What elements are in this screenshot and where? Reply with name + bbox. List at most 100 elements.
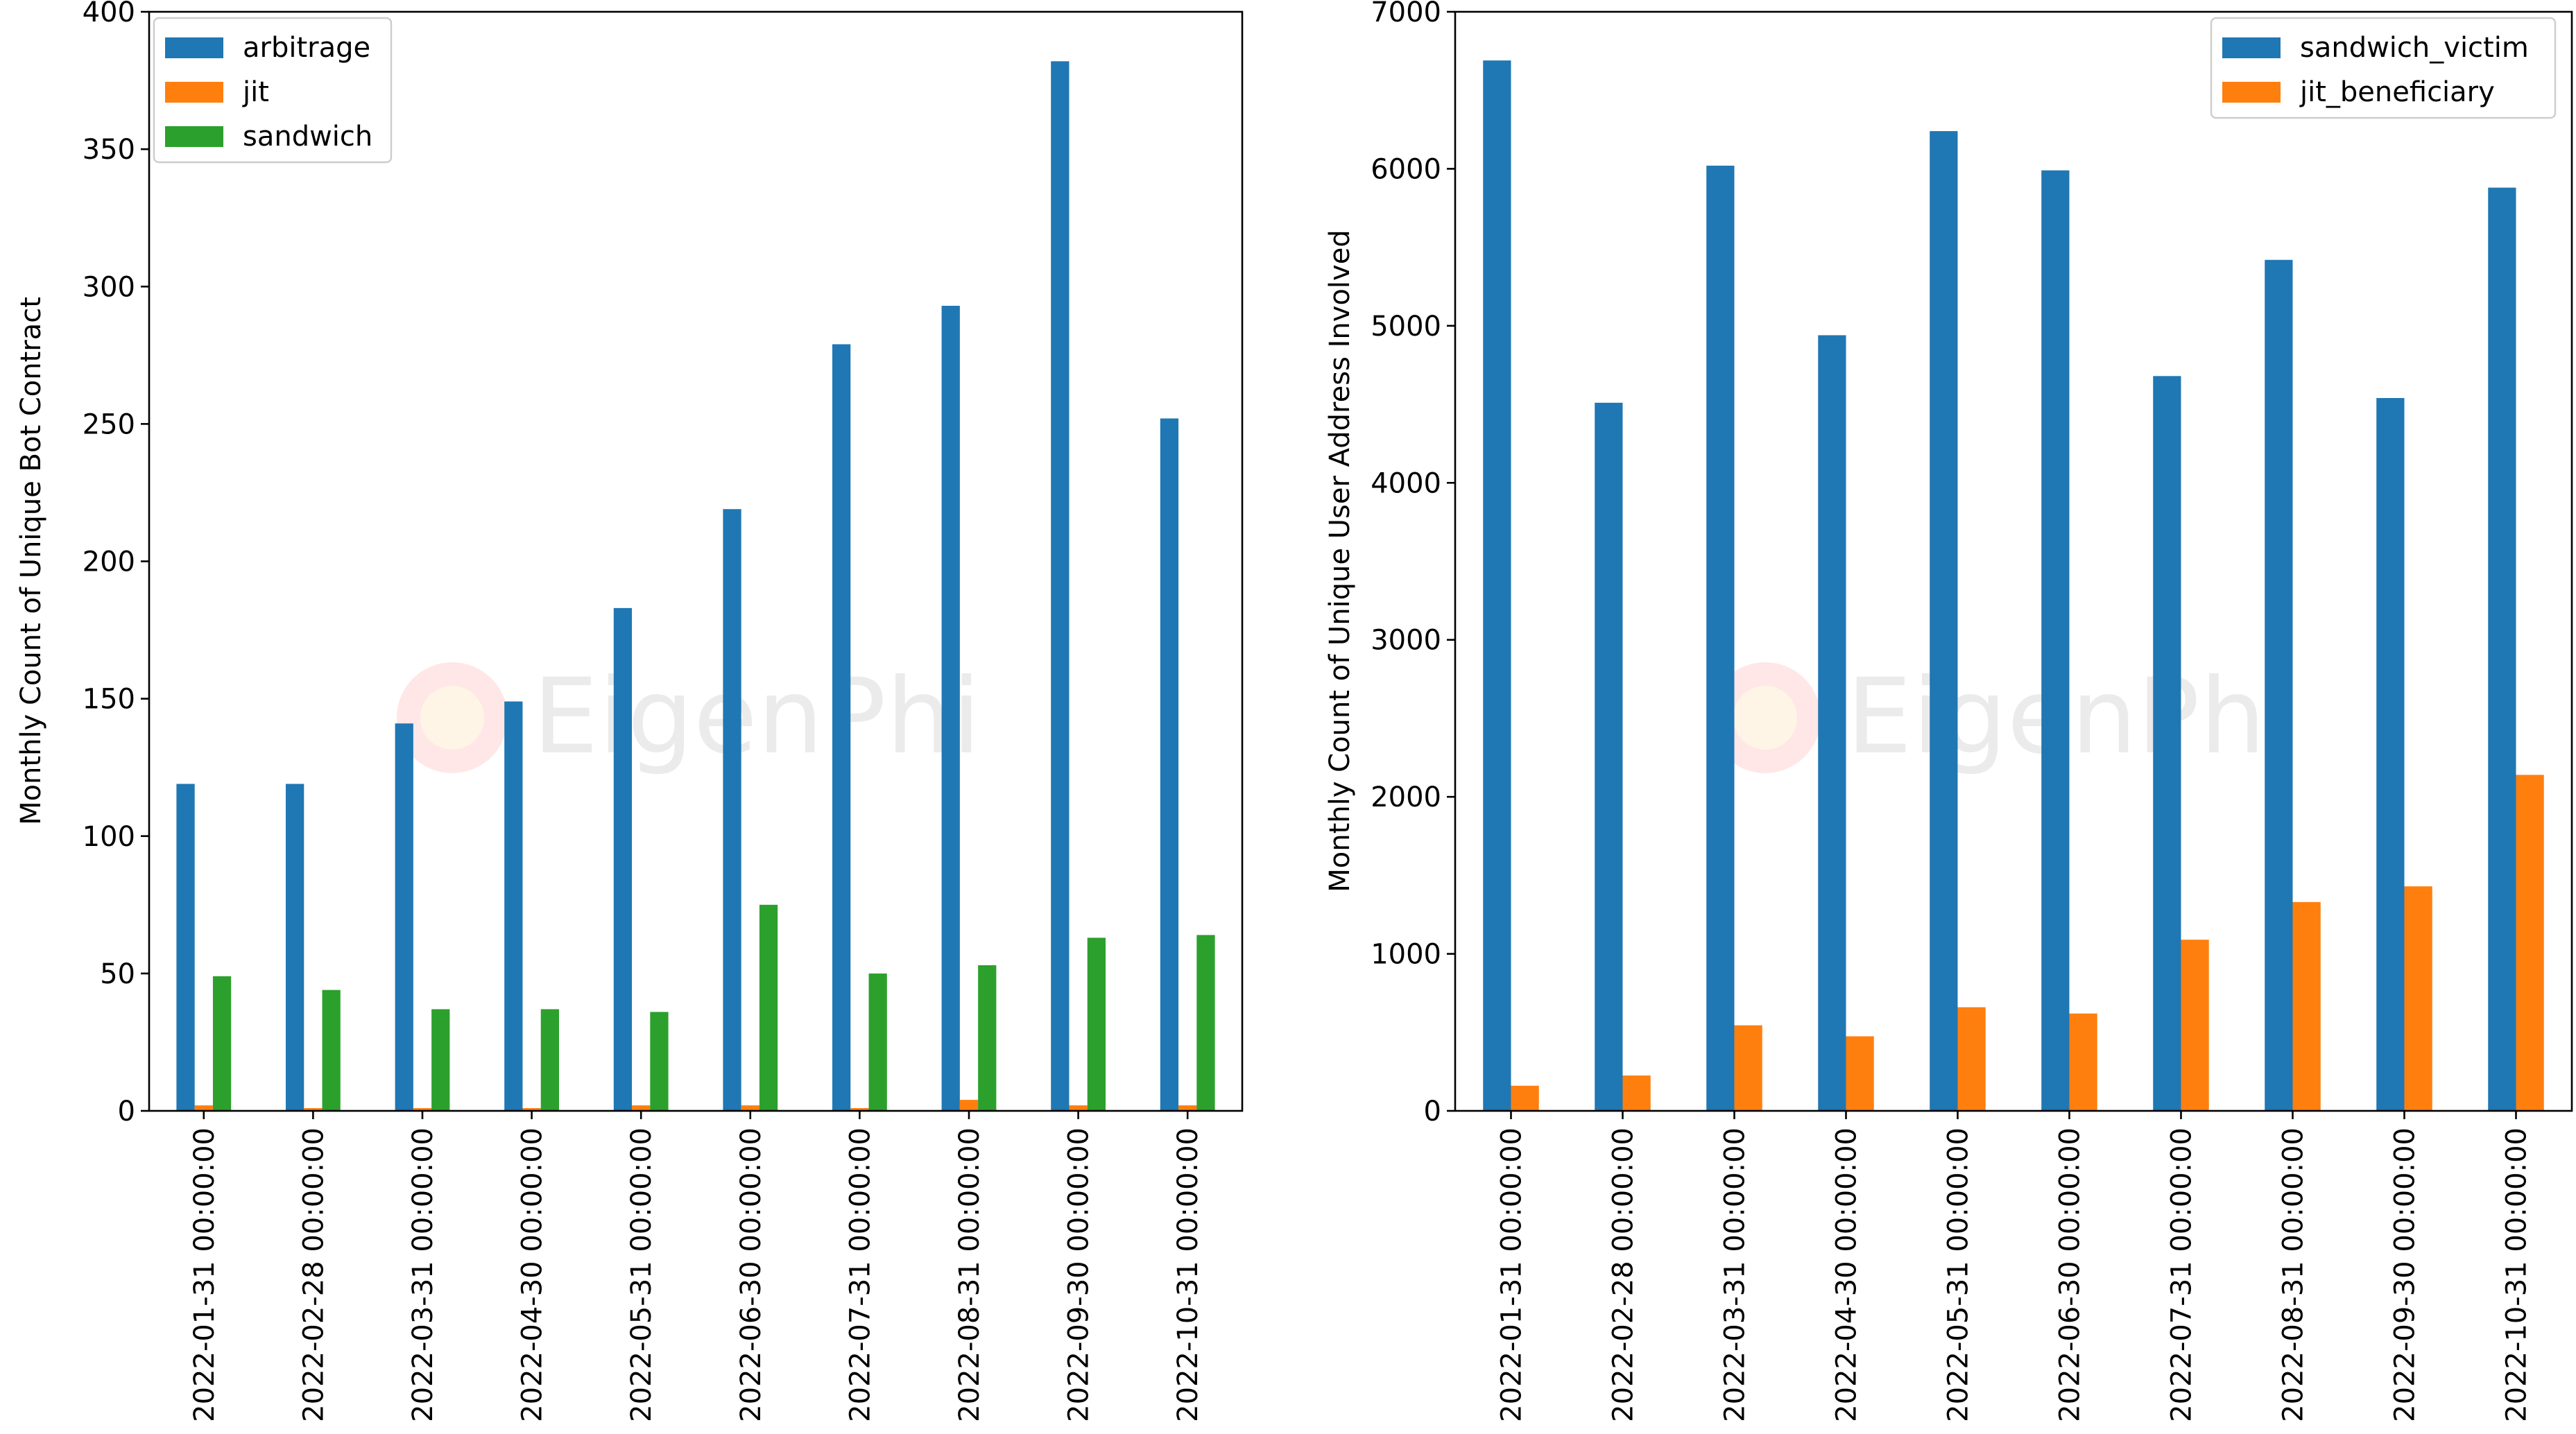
y-tick-label: 50 bbox=[100, 958, 135, 990]
bar-sandwich-6 bbox=[868, 973, 887, 1112]
x-tick-label: 2022-01-31 00:00:00 bbox=[1496, 1128, 1528, 1422]
legend-label-arbitrage: arbitrage bbox=[243, 32, 370, 64]
x-tick-label: 2022-08-31 00:00:00 bbox=[954, 1128, 986, 1422]
bar-arbitrage-0 bbox=[176, 784, 195, 1111]
eigenphi-watermark: EigenPhi bbox=[397, 657, 981, 777]
x-tick-label: 2022-01-31 00:00:00 bbox=[189, 1128, 221, 1422]
bar-jit-9 bbox=[1178, 1105, 1197, 1111]
bar-jit-1 bbox=[304, 1108, 323, 1111]
plot-frame bbox=[1454, 10, 2573, 1112]
y-tick-label: 7000 bbox=[1371, 0, 1441, 28]
y-tick-label: 2000 bbox=[1371, 781, 1441, 813]
bar-sandwich_victim-3 bbox=[1818, 335, 1846, 1112]
y-tick-label: 5000 bbox=[1371, 311, 1441, 343]
y-tick-label: 400 bbox=[83, 0, 135, 28]
y-tick-label: 250 bbox=[83, 408, 135, 440]
x-tick-label: 2022-02-28 00:00:00 bbox=[298, 1128, 329, 1422]
bar-sandwich-7 bbox=[978, 965, 997, 1111]
bar-jit-6 bbox=[850, 1108, 869, 1111]
y-tick-label: 100 bbox=[83, 821, 135, 853]
bar-arbitrage-1 bbox=[286, 784, 304, 1111]
bar-arbitrage-2 bbox=[395, 723, 413, 1111]
bar-jit_beneficiary-7 bbox=[2292, 901, 2321, 1111]
x-tick-label: 2022-09-30 00:00:00 bbox=[2389, 1128, 2421, 1422]
y-axis-label: Monthly Count of Unique User Address Inv… bbox=[1324, 230, 1356, 892]
bar-sandwich-4 bbox=[650, 1012, 669, 1111]
bar-sandwich_victim-5 bbox=[2041, 170, 2070, 1112]
y-tick-label: 3000 bbox=[1371, 625, 1441, 657]
legend-label-sandwich_victim: sandwich_victim bbox=[2300, 32, 2529, 64]
eigenphi-logo-icon bbox=[1710, 662, 1821, 773]
x-tick-label: 2022-05-31 00:00:00 bbox=[1943, 1128, 1975, 1422]
x-tick-label: 2022-04-30 00:00:00 bbox=[1831, 1128, 1863, 1422]
x-tick-label: 2022-09-30 00:00:00 bbox=[1063, 1128, 1095, 1422]
bar-jit_beneficiary-8 bbox=[2404, 886, 2432, 1111]
bar-group bbox=[1483, 60, 2544, 1112]
bot-contract-chart: EigenPhi 0 50 100 150 200 250 300 350 400 2022-0… bbox=[15, 0, 1244, 1422]
bar-jit-0 bbox=[194, 1105, 213, 1111]
x-tick-label: 2022-04-30 00:00:00 bbox=[517, 1128, 549, 1422]
bar-sandwich_victim-8 bbox=[2376, 398, 2405, 1111]
bar-sandwich_victim-0 bbox=[1483, 60, 1511, 1112]
bar-jit_beneficiary-6 bbox=[2181, 940, 2209, 1111]
bar-sandwich-3 bbox=[540, 1009, 559, 1111]
eigenphi-logo-icon bbox=[397, 662, 508, 773]
legend-label-jit: jit bbox=[242, 76, 269, 108]
legend-swatch-jit_beneficiary bbox=[2222, 82, 2281, 103]
bar-sandwich_victim-2 bbox=[1706, 165, 1735, 1111]
bar-arbitrage-6 bbox=[832, 344, 851, 1112]
x-tick-label: 2022-05-31 00:00:00 bbox=[626, 1128, 658, 1422]
bar-jit-3 bbox=[522, 1108, 541, 1111]
bar-jit_beneficiary-2 bbox=[1734, 1025, 1762, 1111]
bar-sandwich-9 bbox=[1196, 935, 1215, 1111]
bar-arbitrage-8 bbox=[1051, 61, 1070, 1112]
x-tick-label: 2022-07-31 00:00:00 bbox=[2166, 1128, 2198, 1422]
watermark-text: EigenPhi bbox=[533, 657, 981, 777]
y-tick-label: 4000 bbox=[1371, 467, 1441, 499]
bar-arbitrage-3 bbox=[504, 701, 523, 1111]
legend-swatch-sandwich_victim bbox=[2222, 37, 2281, 58]
y-tick-label: 350 bbox=[83, 134, 135, 166]
y-tick-label: 300 bbox=[83, 271, 135, 303]
eigenphi-logo-inner-icon bbox=[420, 686, 484, 750]
y-axis: 0 1000 2000 3000 4000 5000 6000 7000 bbox=[1371, 0, 1455, 1128]
bar-arbitrage-4 bbox=[613, 607, 633, 1111]
bar-jit_beneficiary-0 bbox=[1511, 1085, 1539, 1111]
x-axis: 2022-01-31 00:00:00 2022-02-28 00:00:00 20… bbox=[189, 1111, 1204, 1422]
x-tick-label: 2022-10-31 00:00:00 bbox=[1172, 1128, 1204, 1422]
legend-label-jit_beneficiary: jit_beneficiary bbox=[2299, 76, 2495, 108]
x-tick-label: 2022-10-31 00:00:00 bbox=[2501, 1128, 2533, 1422]
bar-sandwich_victim-6 bbox=[2153, 376, 2181, 1111]
bar-arbitrage-7 bbox=[941, 305, 960, 1111]
bar-jit_beneficiary-5 bbox=[2069, 1013, 2097, 1111]
y-tick-label: 0 bbox=[118, 1096, 135, 1128]
bar-sandwich_victim-4 bbox=[1930, 131, 1958, 1112]
bar-jit-5 bbox=[741, 1105, 759, 1111]
eigenphi-logo-inner-icon bbox=[1733, 686, 1797, 750]
bar-sandwich-1 bbox=[322, 990, 341, 1111]
bar-sandwich-8 bbox=[1087, 938, 1106, 1111]
x-tick-label: 2022-08-31 00:00:00 bbox=[2278, 1128, 2310, 1422]
eigenphi-watermark: EigenPhi bbox=[1710, 657, 2294, 777]
x-tick-label: 2022-03-31 00:00:00 bbox=[407, 1128, 439, 1422]
y-axis-label: Monthly Count of Unique Bot Contract bbox=[15, 297, 47, 825]
bar-arbitrage-9 bbox=[1160, 418, 1179, 1111]
bar-jit_beneficiary-3 bbox=[1846, 1036, 1874, 1111]
bar-jit-4 bbox=[632, 1105, 651, 1111]
bar-sandwich_victim-1 bbox=[1595, 402, 1623, 1111]
bar-jit_beneficiary-4 bbox=[1957, 1007, 1986, 1111]
x-tick-label: 2022-06-30 00:00:00 bbox=[735, 1128, 767, 1422]
bar-sandwich_victim-7 bbox=[2265, 259, 2293, 1111]
x-axis: 2022-01-31 00:00:00 2022-02-28 00:00:00 20… bbox=[1496, 1111, 2533, 1422]
bar-jit-2 bbox=[413, 1108, 432, 1111]
y-axis: 0 50 100 150 200 250 300 350 400 bbox=[83, 0, 149, 1128]
legend-swatch-arbitrage bbox=[165, 37, 223, 58]
bar-sandwich-5 bbox=[759, 904, 778, 1111]
y-tick-label: 150 bbox=[83, 684, 135, 716]
bar-jit-7 bbox=[959, 1100, 979, 1111]
bar-sandwich_victim-9 bbox=[2488, 187, 2516, 1112]
watermark-text: EigenPhi bbox=[1846, 657, 2294, 777]
legend-swatch-sandwich bbox=[165, 126, 223, 147]
y-tick-label: 200 bbox=[83, 546, 135, 578]
